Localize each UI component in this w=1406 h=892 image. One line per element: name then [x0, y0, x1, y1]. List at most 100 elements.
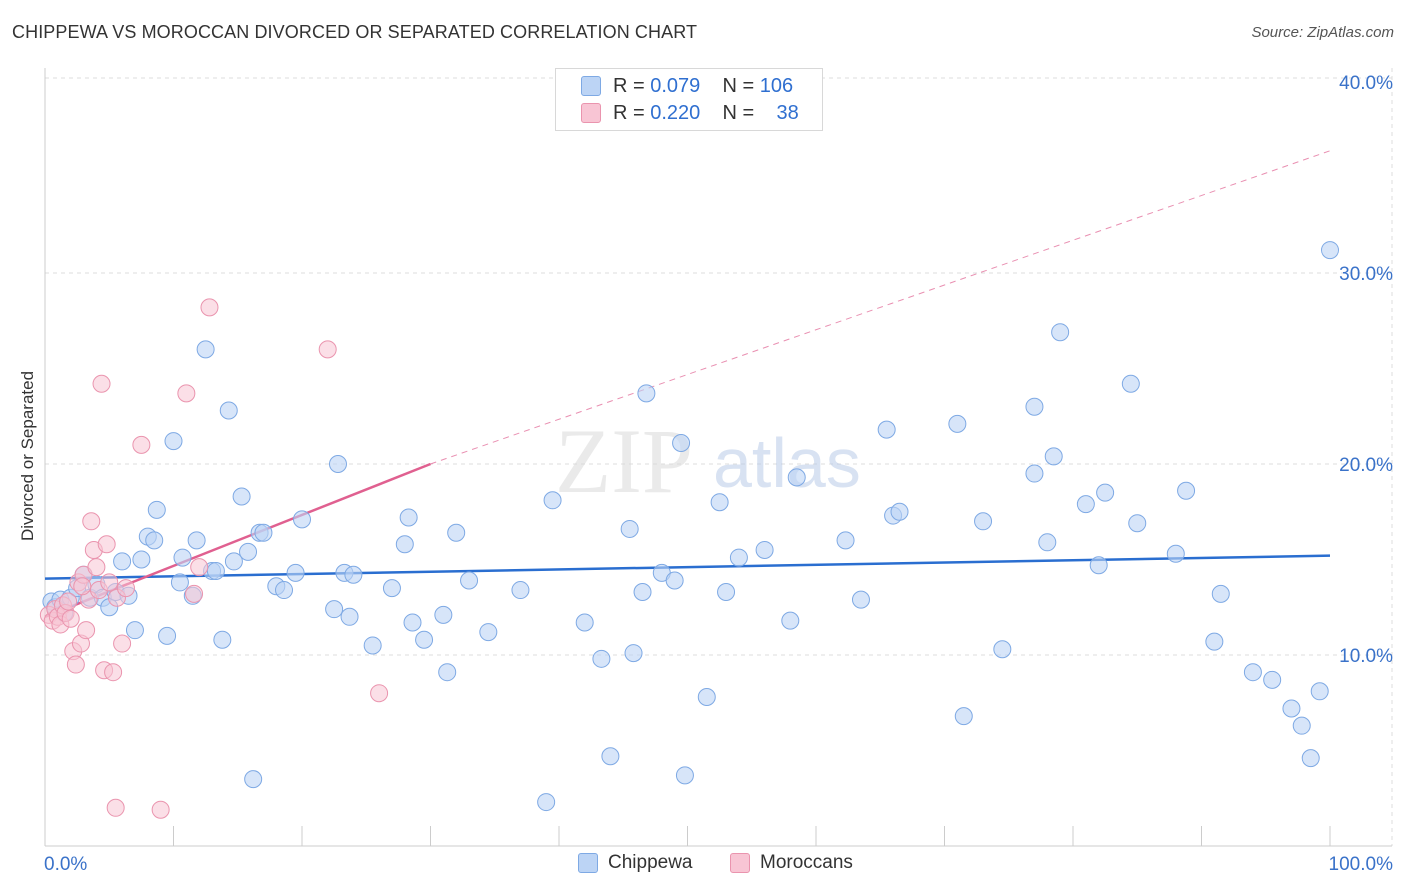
- chippewa-point: [787, 468, 806, 487]
- moroccan-point: [100, 573, 119, 592]
- chippewa-point: [877, 420, 896, 439]
- chippewa-point: [1044, 447, 1063, 466]
- chippewa-point: [158, 626, 177, 645]
- legend-r-label: R =: [613, 101, 645, 124]
- moroccan-point: [132, 435, 151, 454]
- moroccan-point: [73, 577, 92, 596]
- chippewa-point: [1310, 682, 1329, 701]
- chippewa-point: [244, 770, 263, 789]
- watermark-zip: ZIP: [555, 410, 693, 512]
- chippewa-point: [974, 512, 993, 531]
- legend-n-value: 106: [759, 74, 794, 97]
- chippewa-point: [224, 552, 243, 571]
- moroccan-point: [97, 535, 116, 554]
- chippewa-point: [479, 623, 498, 642]
- chippewa-point: [665, 571, 684, 590]
- stats-legend: R = 0.079 N = 106 R = 0.220 N = 38: [555, 68, 823, 131]
- chippewa-point: [1301, 749, 1320, 768]
- chippewa-point: [1205, 632, 1224, 651]
- chippewa-point: [325, 600, 344, 619]
- legend-n-value: 38: [776, 101, 799, 124]
- y-tick-label: 30.0%: [1339, 264, 1393, 285]
- chippewa-point: [170, 573, 189, 592]
- chippewa-point: [447, 523, 466, 542]
- chippewa-point: [1282, 699, 1301, 718]
- series-label-moroccans: Moroccans: [760, 852, 853, 873]
- legend-r-value: 0.220: [650, 101, 701, 124]
- chippewa-point: [710, 493, 729, 512]
- chippewa-point: [601, 747, 620, 766]
- moroccan-point: [370, 684, 389, 703]
- legend-n-label: N =: [722, 74, 755, 97]
- series-legend: Chippewa Moroccans: [0, 852, 1406, 878]
- chippewa-point: [403, 613, 422, 632]
- series-swatch-moroccans: [730, 853, 750, 873]
- moroccan-point: [82, 512, 101, 531]
- legend-row-chippewa: R = 0.079 N = 106: [556, 73, 793, 99]
- chippewa-point: [286, 563, 305, 582]
- y-tick-label: 20.0%: [1339, 455, 1393, 476]
- legend-r-label: R =: [613, 74, 645, 97]
- chippewa-point: [232, 487, 251, 506]
- chippewa-point: [993, 640, 1012, 659]
- series-swatch-chippewa: [578, 853, 598, 873]
- chippewa-point: [147, 500, 166, 519]
- chippewa-point: [340, 607, 359, 626]
- series-label-chippewa: Chippewa: [608, 852, 693, 873]
- chippewa-point: [213, 630, 232, 649]
- x-tick-label: 100.0%: [1329, 854, 1394, 875]
- chippewa-point: [1025, 397, 1044, 416]
- chippewa-point: [132, 550, 151, 569]
- chippewa-point: [293, 510, 311, 529]
- series-legend-chippewa: Chippewa: [578, 852, 693, 874]
- chippewa-point: [1292, 716, 1311, 735]
- moroccan-point: [190, 558, 209, 577]
- moroccan-point: [177, 384, 196, 403]
- chippewa-point: [344, 565, 363, 584]
- chippewa-point: [1166, 544, 1185, 563]
- y-tick-label: 40.0%: [1339, 73, 1393, 94]
- moroccan-point: [59, 592, 78, 611]
- chippewa-point: [1177, 481, 1196, 500]
- chippewa-point: [399, 508, 418, 527]
- chippewa-point: [1211, 584, 1230, 603]
- moroccan-trend-extension: [430, 150, 1331, 465]
- moroccan-point: [61, 609, 80, 628]
- chippewa-point: [620, 519, 639, 538]
- chippewa-point: [1025, 464, 1044, 483]
- chippewa-point: [434, 605, 453, 624]
- chippewa-point: [187, 531, 206, 550]
- moroccan-point: [185, 584, 204, 603]
- axes: [44, 68, 1392, 847]
- chippewa-point: [145, 531, 164, 550]
- chippewa-point: [363, 636, 382, 655]
- chippewa-point: [1243, 663, 1262, 682]
- chippewa-point: [206, 561, 225, 580]
- legend-row-moroccans: R = 0.220 N = 38: [556, 100, 799, 126]
- chippewa-point: [1121, 374, 1140, 393]
- chart-title: CHIPPEWA VS MOROCCAN DIVORCED OR SEPARAT…: [12, 22, 698, 42]
- chippewa-point: [173, 548, 192, 567]
- legend-n-label: N =: [722, 101, 755, 124]
- chippewa-point: [1096, 483, 1115, 502]
- chippewa-point: [254, 523, 273, 542]
- chippewa-point: [1128, 514, 1147, 533]
- moroccan-point: [77, 621, 96, 640]
- moroccan-point: [104, 663, 123, 682]
- chippewa-point: [395, 535, 414, 554]
- data-points: [39, 241, 1339, 819]
- chippewa-point: [1263, 670, 1282, 689]
- legend-swatch-chippewa: [581, 76, 601, 96]
- moroccan-point: [106, 798, 125, 817]
- chippewa-point: [543, 491, 562, 510]
- chippewa-point: [697, 688, 716, 707]
- legend-r-value: 0.079: [650, 74, 701, 97]
- moroccan-point: [318, 340, 337, 359]
- chippewa-point: [633, 582, 652, 601]
- moroccan-point: [113, 634, 132, 653]
- watermark-atlas: atlas: [713, 424, 861, 502]
- chippewa-point: [729, 548, 748, 567]
- moroccan-point: [116, 579, 135, 598]
- chippewa-point: [948, 414, 967, 433]
